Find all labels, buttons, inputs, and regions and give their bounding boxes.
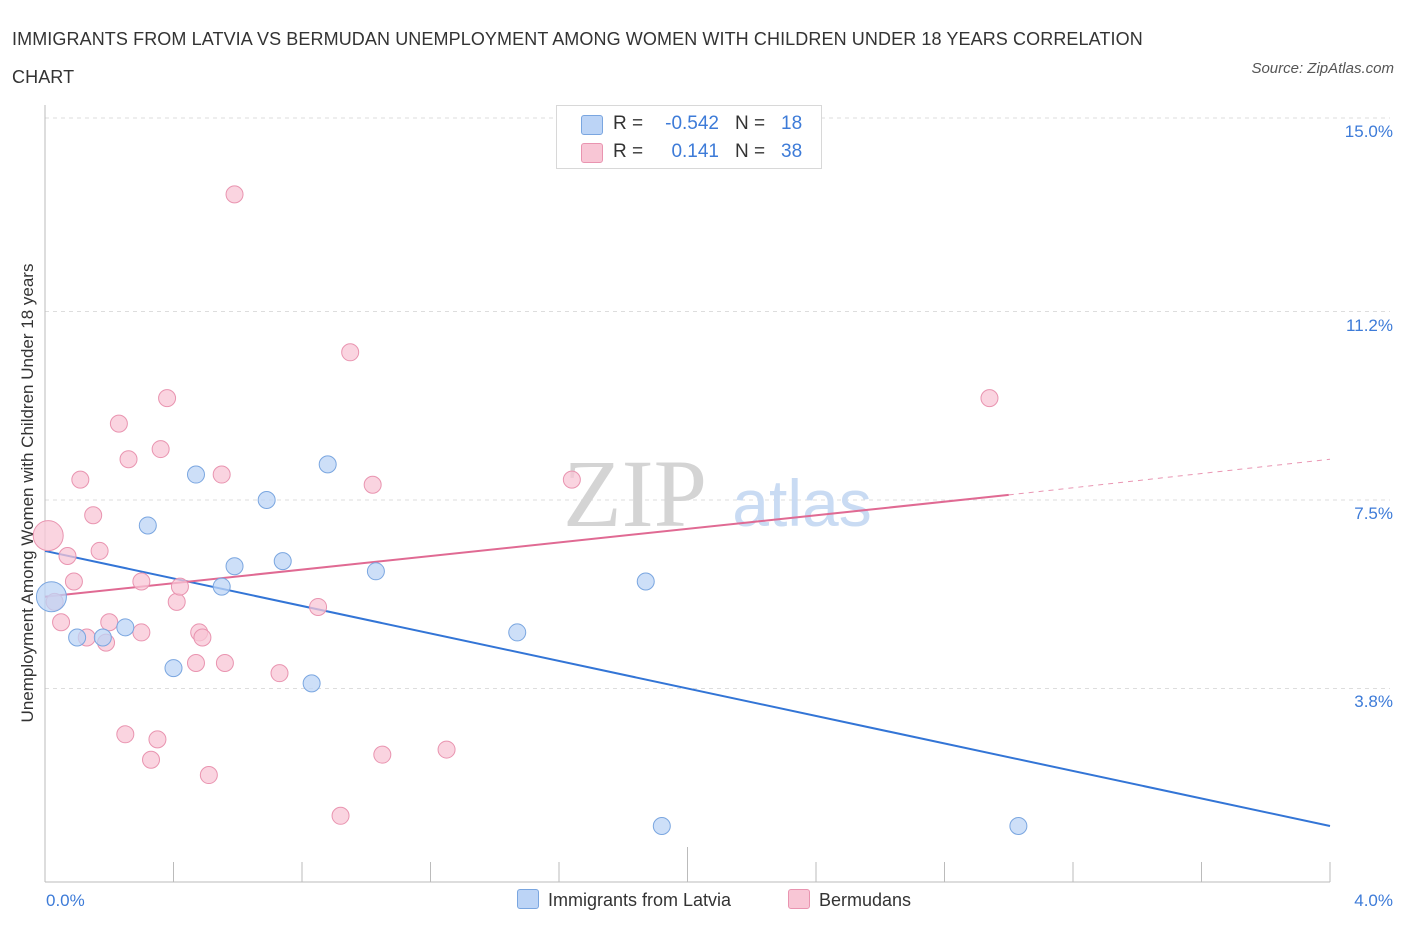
r-label: R = [613,113,644,134]
latvia-point [366,562,385,581]
bermudan-point [225,185,244,204]
bermudan-point [142,750,161,769]
data-points [32,185,1028,835]
latvia-r-value: -0.542 [665,113,719,134]
bermudan-point [167,592,186,611]
bermudan-point [199,766,218,785]
bermudan-point [373,745,392,764]
legend-item-bermudans: Bermudans [788,889,911,911]
latvia-legend-label: Immigrants from Latvia [548,890,732,910]
y-tick-label: 7.5% [1354,504,1393,523]
latvia-point [116,618,135,637]
bermudan-point [58,547,77,566]
n-label: N = [735,113,766,134]
bermudan-trendline [44,493,1009,598]
y-tick-label: 11.2% [1346,315,1393,335]
bermudan-point [212,465,231,484]
bermudan-point [109,414,128,433]
bermudan-point [64,572,83,591]
latvia-point [138,516,157,535]
bermudan-point [158,389,177,408]
latvia-point [508,623,527,642]
source-note: Source: ZipAtlas.com [1251,60,1394,77]
bermudan-point [562,470,581,489]
latvia-point [93,628,112,647]
bermudan-point [331,806,350,825]
bermudan-n-value: 38 [781,141,803,162]
axes [44,105,1331,883]
bermudan-point [980,389,999,408]
trendlines [44,458,1331,827]
watermark: ZIP atlas [563,440,872,547]
latvia-point [1009,816,1028,835]
bermudan-point [132,572,151,591]
bermudan-point [363,475,382,494]
watermark-atlas: atlas [732,466,871,540]
bermudan-point [193,628,212,647]
bermudan-point [90,541,109,560]
latvia-trendline [44,549,1331,827]
bermudan-point [132,623,151,642]
bermudan-point [341,343,360,362]
latvia-swatch [581,115,603,135]
bermudan-point [270,664,289,683]
bermudan-point [71,470,90,489]
r-label: R = [613,141,644,162]
n-label: N = [735,141,766,162]
bermudan-point [148,730,167,749]
latvia-point [273,552,292,571]
latvia-point [636,572,655,591]
bermudan-point [151,440,170,459]
correlation-legend: R = -0.542 N = 18 R = 0.141 N = 38 [556,105,822,169]
latvia-point [186,465,205,484]
bermudan-legend-swatch [788,889,810,909]
bermudan-r-value: 0.141 [671,141,719,162]
bermudan-point [84,506,103,525]
latvia-point [652,816,671,835]
bermudan-point [100,613,119,632]
bermudan-trendline-extension [1008,458,1331,496]
bermudan-point [437,740,456,759]
latvia-point [68,628,87,647]
bermudan-point [119,450,138,469]
latvia-point [302,674,321,693]
y-tick-label: 3.8% [1354,692,1393,712]
bermudan-point [309,597,328,616]
latvia-point [164,659,183,678]
bermudan-point [186,653,205,672]
latvia-point [318,455,337,474]
watermark-zip: ZIP [563,440,707,547]
latvia-point [212,577,231,596]
latvia-point [35,581,67,613]
bermudan-point [52,613,71,632]
gridlines [45,117,1390,689]
bermudan-point [170,577,189,596]
legend-item-latvia: Immigrants from Latvia [517,889,731,911]
x-tick-min: 0.0% [46,891,85,910]
bermudan-point [32,520,64,552]
latvia-point [257,491,276,509]
x-tick-max: 4.0% [1354,891,1393,910]
y-tick-label: 15.0% [1344,122,1393,141]
latvia-legend-swatch [517,889,539,909]
bermudan-point [215,653,234,672]
bermudan-swatch [581,143,603,163]
bermudan-point [116,725,135,744]
latvia-n-value: 18 [781,113,803,134]
chart-title: IMMIGRANTS FROM LATVIA VS BERMUDAN UNEMP… [12,29,1143,87]
latvia-point [225,557,244,576]
bermudan-legend-label: Bermudans [819,890,912,910]
